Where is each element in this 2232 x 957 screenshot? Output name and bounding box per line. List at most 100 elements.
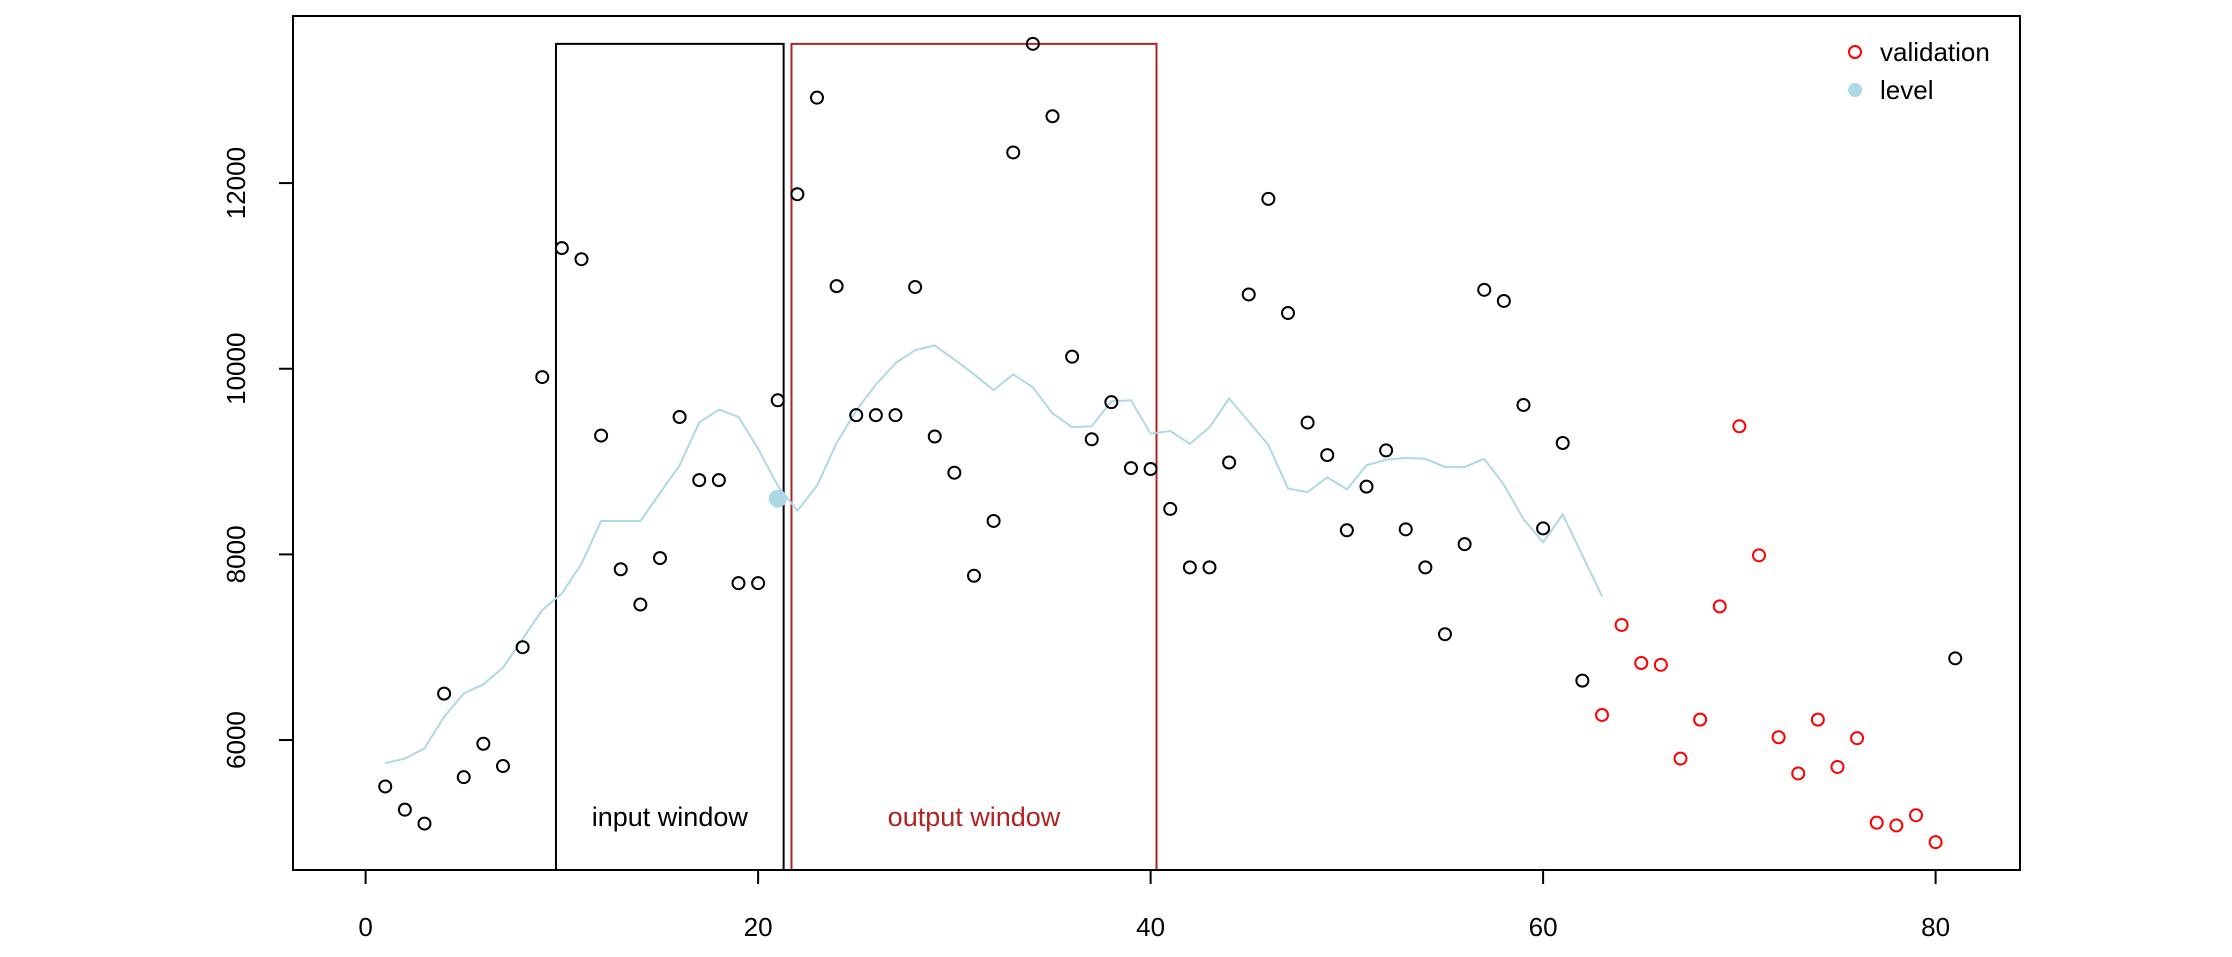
validation-point <box>1693 712 1708 727</box>
observed-point <box>476 736 491 751</box>
observed-point <box>1123 461 1138 476</box>
observed-point <box>1241 287 1256 302</box>
observed-point <box>378 779 393 794</box>
y-tick-label: 12000 <box>221 147 251 219</box>
y-axis: 6000 8000 10000 12000 <box>221 147 294 769</box>
observed-point <box>613 562 628 577</box>
observed-point <box>672 410 687 425</box>
legend-level-marker <box>1848 83 1862 97</box>
observed-point <box>692 473 707 488</box>
observed-point <box>1280 306 1295 321</box>
level-line <box>384 344 1603 765</box>
input-window-box <box>554 42 785 870</box>
observed-point <box>790 187 805 202</box>
observed-point <box>1359 479 1374 494</box>
observed-point <box>829 279 844 294</box>
level-layer <box>384 344 1603 765</box>
observed-point <box>1437 627 1452 642</box>
x-tick-label: 40 <box>1136 912 1165 942</box>
observed-point <box>1457 537 1472 552</box>
level-point <box>768 489 787 508</box>
legend: validation level <box>1848 37 1990 105</box>
observed-point <box>927 429 942 444</box>
validation-point <box>1751 548 1766 563</box>
observed-point <box>535 370 550 385</box>
validation-point <box>1908 808 1923 823</box>
observed-point <box>1536 521 1551 536</box>
observed-point <box>515 640 530 655</box>
observed-point <box>986 513 1001 528</box>
x-axis: 0 20 40 60 80 <box>358 869 1950 942</box>
observed-point <box>908 280 923 295</box>
x-tick-label: 20 <box>744 912 773 942</box>
observed-point <box>574 252 589 267</box>
observed-point <box>1418 560 1433 575</box>
validation-point <box>1830 759 1845 774</box>
observed-point <box>1300 415 1315 430</box>
y-tick-label: 8000 <box>221 525 251 583</box>
observed-point <box>1398 522 1413 537</box>
observed-point <box>809 90 824 105</box>
validation-point <box>1594 707 1609 722</box>
observed-point <box>495 759 510 774</box>
observed-point <box>1477 282 1492 297</box>
observed-point <box>1045 109 1060 124</box>
validation-point <box>1928 835 1943 850</box>
validation-point <box>1653 657 1668 672</box>
x-tick-label: 80 <box>1921 912 1950 942</box>
observed-point <box>1575 673 1590 688</box>
observed-point <box>947 465 962 480</box>
window-layer: input window output window <box>554 42 1158 870</box>
legend-validation-label: validation <box>1880 37 1990 67</box>
observed-point <box>1025 36 1040 51</box>
observed-point <box>1948 651 1963 666</box>
validation-point <box>1850 731 1865 746</box>
observed-point <box>1320 448 1335 463</box>
observed-point <box>1379 443 1394 458</box>
observed-point <box>633 597 648 612</box>
points-layer <box>378 36 1963 850</box>
observed-point <box>417 816 432 831</box>
observed-point <box>437 686 452 701</box>
observed-point <box>966 568 981 583</box>
observed-point <box>868 408 883 423</box>
observed-point <box>1555 436 1570 450</box>
validation-point <box>1614 617 1629 632</box>
validation-point <box>1634 655 1649 670</box>
observed-point <box>1143 461 1158 476</box>
validation-point <box>1869 815 1884 830</box>
x-tick-label: 60 <box>1529 912 1558 942</box>
legend-level-label: level <box>1880 75 1933 105</box>
observed-point <box>711 473 726 488</box>
observed-point <box>888 408 903 423</box>
observed-point <box>731 576 746 591</box>
observed-point <box>554 241 569 256</box>
observed-point <box>1084 432 1099 447</box>
validation-point <box>1712 599 1727 614</box>
observed-point <box>594 428 609 443</box>
observed-point <box>1339 523 1354 538</box>
validation-point <box>1810 712 1825 727</box>
observed-point <box>849 408 864 423</box>
validation-point <box>1673 751 1688 766</box>
observed-point <box>1104 395 1119 410</box>
legend-validation-marker <box>1848 45 1862 59</box>
x-tick-label: 0 <box>358 912 372 942</box>
observed-point <box>1516 397 1531 412</box>
observed-point <box>1163 501 1178 516</box>
y-tick-label: 10000 <box>221 333 251 405</box>
observed-point <box>1202 560 1217 575</box>
observed-point <box>1006 145 1021 160</box>
output-window-box <box>790 42 1158 870</box>
observed-point <box>770 393 785 408</box>
observed-point <box>1496 293 1511 308</box>
validation-point <box>1771 730 1786 745</box>
observed-point <box>1182 560 1197 575</box>
observed-point <box>652 551 667 566</box>
validation-point <box>1889 818 1904 833</box>
output-window-label: output window <box>888 802 1061 832</box>
observed-point <box>1261 191 1276 206</box>
y-tick-label: 6000 <box>221 711 251 769</box>
validation-point <box>1732 419 1747 434</box>
